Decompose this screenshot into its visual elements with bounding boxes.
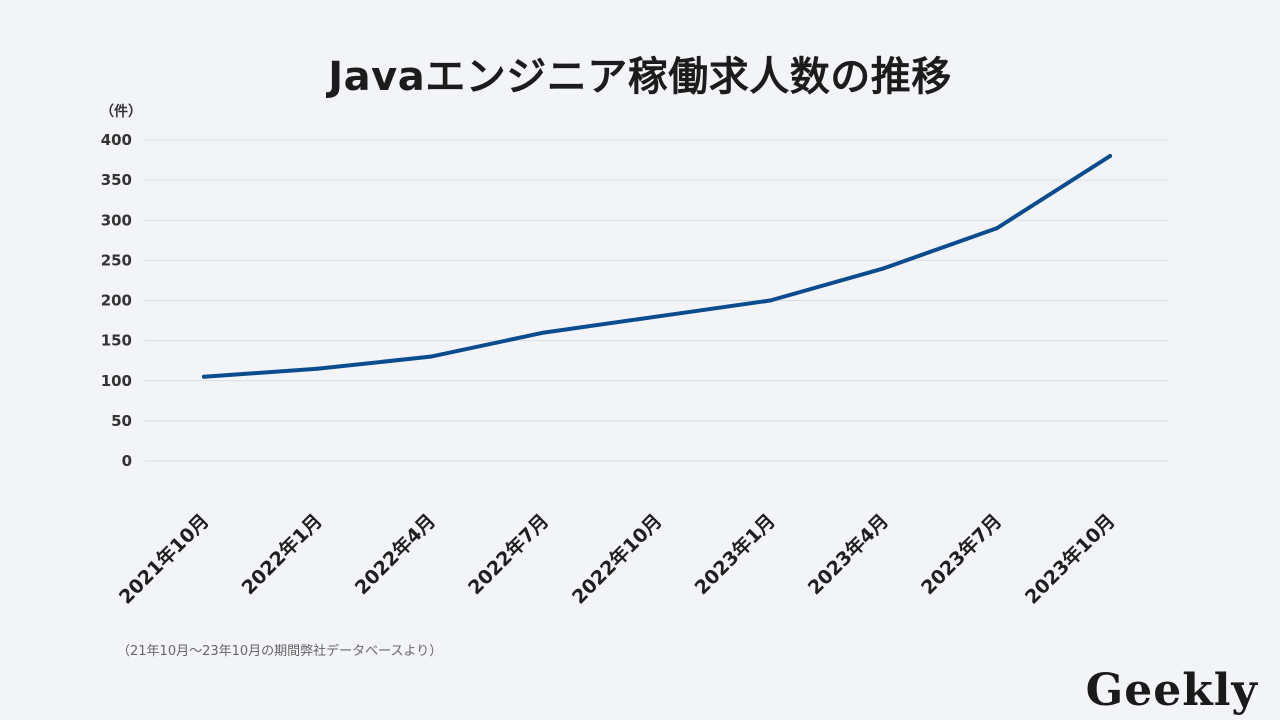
data-point (428, 354, 433, 359)
data-point (202, 374, 206, 379)
series-line (202, 154, 1112, 379)
x-axis-ticks: 2021年10月 2022年1月 2022年4月 2022年7月 2022年10月 202… (114, 509, 1119, 608)
y-tick-label: 300 (101, 211, 132, 229)
x-tick-label: 2022年4月 (350, 509, 440, 599)
y-tick-label: 250 (101, 251, 132, 269)
x-tick-label: 2022年1月 (237, 509, 327, 599)
data-point (655, 314, 659, 319)
x-tick-label: 2022年7月 (463, 509, 553, 599)
y-tick-label: 350 (101, 171, 132, 189)
x-tick-label: 2023年1月 (690, 509, 780, 599)
y-tick-label: 100 (101, 372, 132, 390)
y-tick-label: 150 (101, 332, 132, 350)
y-tick-label: 0 (122, 452, 132, 470)
x-tick-label: 2021年10月 (114, 509, 213, 608)
y-tick-label: 400 (101, 131, 132, 149)
y-axis-unit-label: （件） (100, 104, 142, 120)
grid-lines (145, 139, 1168, 462)
series-layer (202, 154, 1112, 379)
source-note: （21年10月～23年10月の期間弊社データベースより） (117, 644, 443, 659)
data-point (994, 226, 999, 231)
x-tick-label: 2022年10月 (567, 509, 666, 608)
data-point (541, 330, 546, 335)
y-tick-label: 200 (101, 292, 132, 310)
data-point (881, 266, 886, 271)
x-tick-label: 2023年10月 (1020, 509, 1119, 608)
y-axis-ticks: 0 50 100 150 200 250 300 350 400 (101, 131, 132, 470)
data-point (1108, 154, 1112, 159)
data-point (315, 366, 320, 371)
x-tick-label: 2023年7月 (916, 509, 1006, 599)
chart-title: Javaエンジニア稼働求人数の推移 (328, 54, 952, 100)
data-point (768, 298, 773, 303)
brand-logo: Geekly (1085, 665, 1258, 716)
y-tick-label: 50 (111, 412, 132, 430)
x-tick-label: 2023年4月 (803, 509, 893, 599)
